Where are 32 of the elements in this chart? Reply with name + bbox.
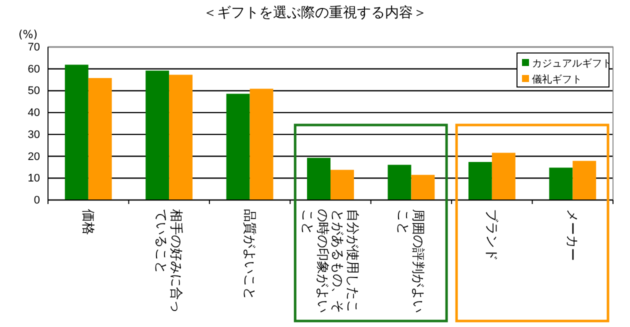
legend-label: 儀礼ギフト xyxy=(532,74,582,86)
bar xyxy=(307,158,330,200)
x-tick-label: 品質がよいこと xyxy=(241,209,256,300)
bar xyxy=(388,164,412,200)
y-tick-label: 0 xyxy=(34,194,40,207)
x-tick-label: 価格 xyxy=(80,209,95,235)
bar xyxy=(146,70,170,200)
bar xyxy=(250,88,274,200)
bar xyxy=(226,94,250,200)
bar xyxy=(492,152,516,200)
y-tick-label: 10 xyxy=(28,172,40,185)
x-tick-label: ブランド xyxy=(483,209,498,261)
bar xyxy=(572,160,596,200)
bar xyxy=(64,64,88,200)
x-tick-label: メーカー xyxy=(564,209,580,261)
y-tick-label: 40 xyxy=(28,107,40,120)
bar xyxy=(549,168,573,200)
y-tick-label: 50 xyxy=(28,85,40,98)
bar xyxy=(411,174,435,200)
chart-title: ＜ギフトを選ぶ際の重視する内容＞ xyxy=(203,5,427,21)
y-axis-title: (%) xyxy=(18,28,38,41)
y-tick-label: 70 xyxy=(28,42,40,54)
bar xyxy=(88,78,112,200)
bar xyxy=(169,74,193,200)
bar xyxy=(468,162,492,200)
y-tick-label: 20 xyxy=(28,150,40,163)
y-tick-label: 30 xyxy=(28,128,40,141)
bar xyxy=(330,170,354,200)
x-tick-label: 相手の好みに合っていること xyxy=(153,209,184,313)
y-tick-label: 60 xyxy=(28,63,40,76)
x-tick-label: 自分が使用したことがあるもの、その時の印象がよいこと xyxy=(300,209,360,313)
x-tick-label: 周囲の評判がよいこと xyxy=(395,209,426,313)
